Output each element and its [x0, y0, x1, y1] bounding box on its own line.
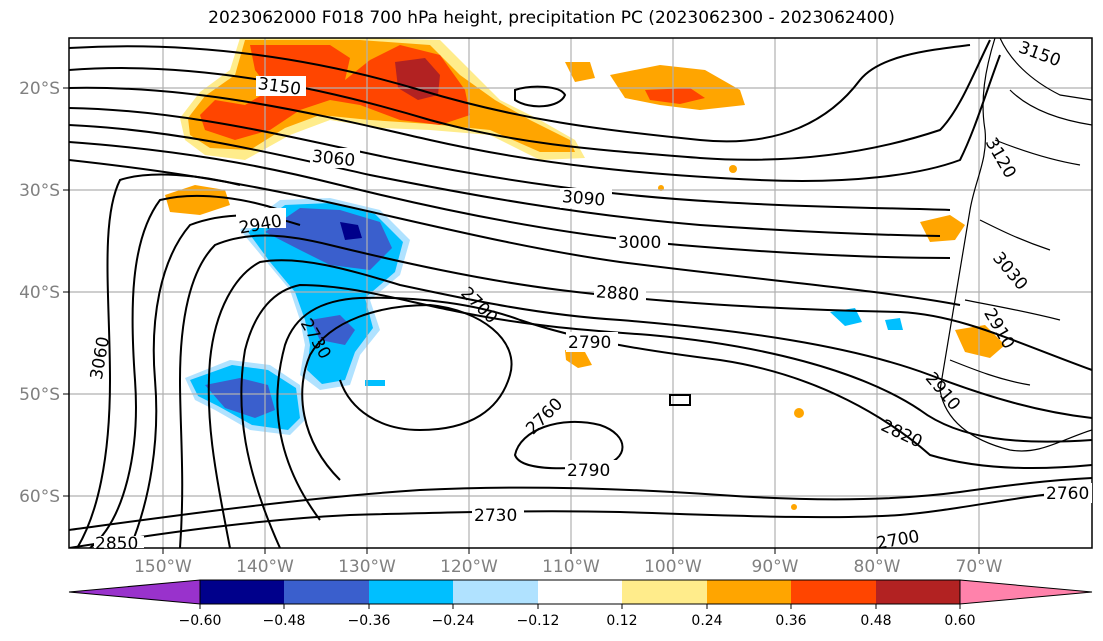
lon-tick-label: 70°W: [956, 557, 1003, 577]
lon-tick-label: 130°W: [338, 557, 396, 577]
map-area: [69, 38, 1092, 548]
colorbar-segment: [707, 580, 791, 604]
contour-label: 2850: [95, 534, 138, 554]
longitude-axis: 150°W 140°W 130°W 120°W 110°W 100°W 90°W…: [134, 548, 1003, 577]
lat-tick-label: 20°S: [19, 79, 60, 99]
colorbar-tick-label: 0.48: [860, 613, 891, 629]
colorbar-tick-label: −0.60: [179, 613, 222, 629]
colorbar-tick-label: 0.24: [691, 613, 722, 629]
south-america-coastline: [939, 38, 1092, 452]
colorbar-segment: [791, 580, 876, 604]
lon-tick-label: 150°W: [134, 557, 192, 577]
colorbar-segment: [538, 580, 622, 604]
colorbar-extend-min: [68, 579, 201, 605]
colorbar-tick-label: 0.36: [775, 613, 806, 629]
contour-label: 3060: [311, 147, 356, 171]
contour-label: 2790: [567, 461, 610, 481]
colorbar-segment: [284, 580, 369, 604]
colorbar-segment: [200, 580, 284, 604]
map-frame: [68, 37, 1093, 549]
lat-tick-label: 60°S: [19, 487, 60, 507]
colorbar-tick-label: −0.48: [263, 613, 306, 629]
lat-tick-label: 50°S: [19, 385, 60, 405]
lon-tick-label: 120°W: [440, 557, 498, 577]
lon-tick-label: 90°W: [752, 557, 799, 577]
colorbar-segment: [876, 580, 960, 604]
lon-tick-label: 100°W: [644, 557, 702, 577]
precip-positive-shading: [165, 38, 1005, 510]
contour-label: 3090: [561, 187, 606, 211]
colorbar: −0.60 −0.48 −0.36 −0.24 −0.12 0.12 0.24 …: [68, 579, 1093, 629]
lat-tick-label: 40°S: [19, 283, 60, 303]
colorbar-segment: [453, 580, 538, 604]
contour-label: 2730: [474, 506, 517, 526]
lon-tick-label: 110°W: [542, 557, 600, 577]
lon-tick-label: 80°W: [854, 557, 901, 577]
colorbar-tick-label: 0.12: [606, 613, 637, 629]
colorbar-tick-label: −0.36: [348, 613, 391, 629]
lon-tick-label: 140°W: [236, 557, 294, 577]
contour-label: 2760: [1046, 484, 1089, 504]
colorbar-segment: [369, 580, 453, 604]
map-title: 2023062000 F018 700 hPa height, precipit…: [208, 8, 895, 28]
colorbar-tick-label: −0.12: [517, 613, 560, 629]
contour-label: 2790: [568, 333, 611, 353]
contour-label: 2880: [595, 282, 640, 305]
colorbar-tick-label: −0.24: [432, 613, 475, 629]
contour-label: 3000: [618, 233, 661, 253]
latitude-axis: 20°S 30°S 40°S 50°S 60°S: [19, 79, 69, 507]
colorbar-segment: [622, 580, 707, 604]
colorbar-tick-label: 0.60: [944, 613, 975, 629]
colorbar-extend-max: [959, 579, 1093, 605]
lat-tick-label: 30°S: [19, 181, 60, 201]
